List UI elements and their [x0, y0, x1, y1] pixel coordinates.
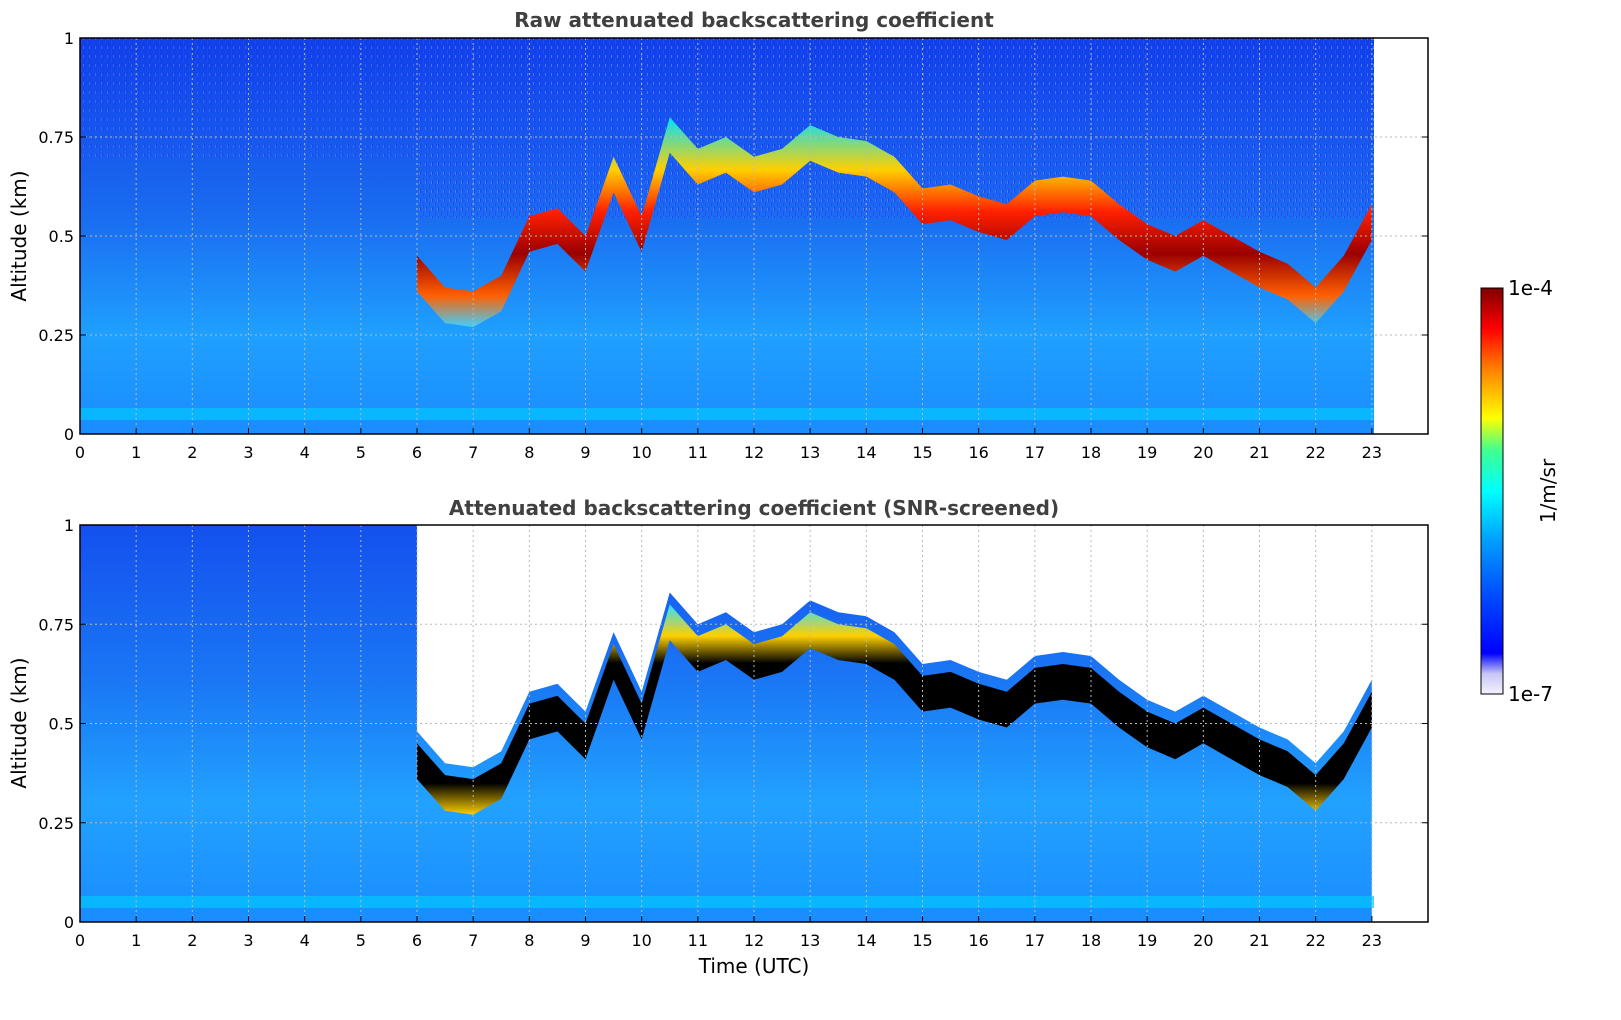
y-tick-label: 0.25 [38, 326, 74, 345]
x-tick-label: 11 [688, 931, 708, 950]
x-tick-label: 3 [243, 931, 253, 950]
x-tick-label: 6 [412, 443, 422, 462]
y-tick-label: 0.25 [38, 814, 74, 833]
x-tick-label: 2 [187, 443, 197, 462]
y-axis-label-screened: Altitude (km) [7, 657, 31, 788]
x-tick-label: 17 [1025, 443, 1045, 462]
x-ticks-screened: 0 1 2 3 4 5 6 7 8 9 10 11 12 13 14 15 16 17 18 19 20 21 22 23 [75, 916, 1382, 950]
x-tick-label: 22 [1305, 931, 1325, 950]
grid-raw [80, 38, 1428, 434]
x-tick-label: 16 [968, 443, 988, 462]
x-tick-label: 2 [187, 931, 197, 950]
x-tick-label: 15 [912, 443, 932, 462]
x-tick-label: 6 [412, 931, 422, 950]
x-tick-label: 20 [1193, 443, 1213, 462]
x-tick-label: 0 [75, 931, 85, 950]
x-tick-label: 5 [356, 931, 366, 950]
x-tick-label: 20 [1193, 931, 1213, 950]
x-tick-label: 4 [300, 443, 310, 462]
x-tick-label: 8 [524, 931, 534, 950]
x-tick-label: 11 [688, 443, 708, 462]
x-tick-label: 9 [580, 931, 590, 950]
y-tick-label: 0.75 [38, 128, 74, 147]
aerosol-layer-screened [417, 604, 1372, 815]
x-tick-label: 23 [1362, 931, 1382, 950]
x-tick-label: 14 [856, 931, 876, 950]
x-tick-label: 23 [1362, 443, 1382, 462]
x-tick-label: 9 [580, 443, 590, 462]
colorbar: 1e-4 1e-7 1/m/sr [1480, 276, 1560, 706]
x-tick-label: 10 [631, 443, 651, 462]
x-tick-label: 7 [468, 931, 478, 950]
y-tick-label: 0.5 [49, 715, 74, 734]
y-ticks-raw: 0 0.25 0.5 0.75 1 [38, 29, 1428, 444]
x-tick-label: 22 [1305, 443, 1325, 462]
x-tick-label: 8 [524, 443, 534, 462]
y-axis-label-raw: Altitude (km) [7, 170, 31, 301]
x-tick-label: 4 [300, 931, 310, 950]
surface-band-screened [80, 896, 1374, 908]
x-tick-label: 0 [75, 443, 85, 462]
x-tick-label: 13 [800, 443, 820, 462]
x-tick-label: 16 [968, 931, 988, 950]
colorbar-min-label: 1e-7 [1508, 682, 1553, 706]
x-tick-label: 1 [131, 931, 141, 950]
colorbar-gradient [1480, 287, 1504, 695]
aerosol-layer-raw [417, 117, 1372, 328]
layer-band-screened [417, 604, 1372, 815]
x-tick-label: 7 [468, 443, 478, 462]
x-tick-label: 15 [912, 931, 932, 950]
x-tick-label: 3 [243, 443, 253, 462]
panel-title-raw: Raw attenuated backscattering coefficien… [514, 8, 994, 32]
x-tick-label: 10 [631, 931, 651, 950]
x-tick-label: 12 [744, 931, 764, 950]
y-tick-label: 0.5 [49, 227, 74, 246]
x-tick-label: 5 [356, 443, 366, 462]
y-tick-label: 1 [64, 516, 74, 535]
screened-backscatter-panel: Attenuated backscattering coefficient (S… [7, 496, 1429, 978]
x-tick-label: 19 [1137, 931, 1157, 950]
x-ticks-raw: 0 1 2 3 4 5 6 7 8 9 10 11 12 13 14 15 16 17 18 19 20 21 22 23 [75, 428, 1382, 462]
x-tick-label: 18 [1081, 443, 1101, 462]
x-tick-label: 1 [131, 443, 141, 462]
x-tick-label: 18 [1081, 931, 1101, 950]
x-tick-label: 21 [1249, 931, 1269, 950]
layer-band-raw [417, 117, 1372, 328]
y-tick-label: 1 [64, 29, 74, 48]
x-tick-label: 17 [1025, 931, 1045, 950]
y-tick-label: 0 [64, 913, 74, 932]
colorbar-unit-label: 1/m/sr [1536, 458, 1560, 523]
raw-backscatter-panel: Raw attenuated backscattering coefficien… [7, 8, 1429, 462]
colorbar-max-label: 1e-4 [1508, 276, 1553, 300]
grid-screened [80, 525, 1428, 922]
x-tick-label: 12 [744, 443, 764, 462]
x-tick-label: 14 [856, 443, 876, 462]
y-tick-label: 0.75 [38, 615, 74, 634]
x-tick-label: 13 [800, 931, 820, 950]
x-axis-label: Time (UTC) [698, 954, 810, 978]
x-tick-label: 21 [1249, 443, 1269, 462]
x-tick-label: 19 [1137, 443, 1157, 462]
y-ticks-screened: 0 0.25 0.5 0.75 1 [38, 516, 1428, 932]
panel-title-screened: Attenuated backscattering coefficient (S… [449, 496, 1059, 520]
surface-band-raw [80, 408, 1374, 420]
y-tick-label: 0 [64, 425, 74, 444]
